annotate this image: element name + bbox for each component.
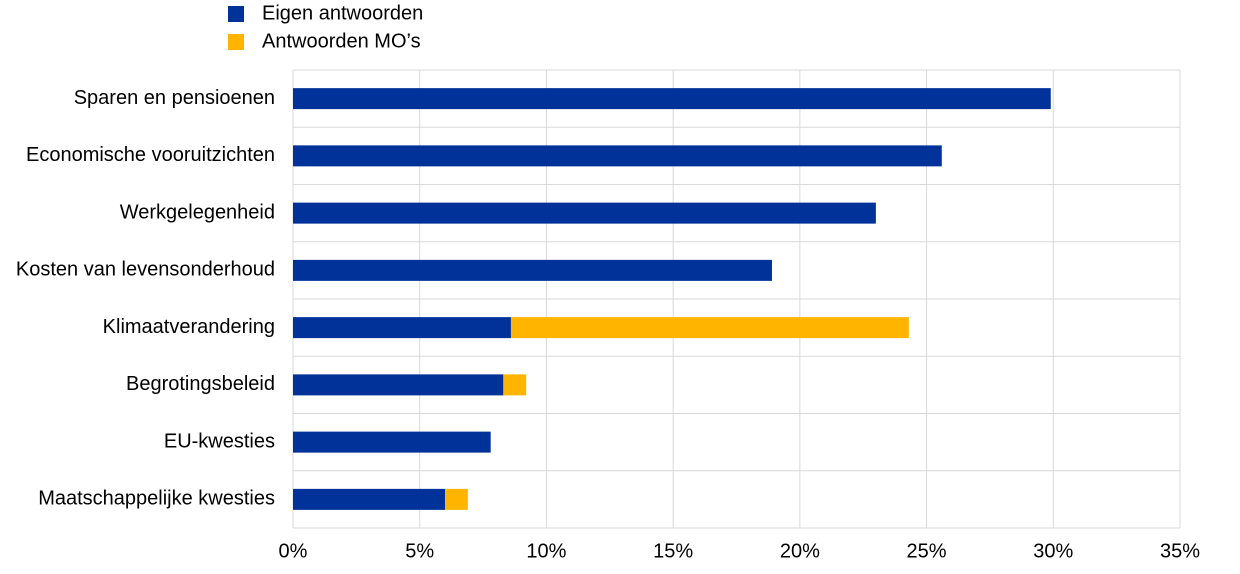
bar-segment (293, 145, 942, 167)
y-tick-label: Klimaatverandering (103, 316, 275, 338)
x-tick-label: 0% (279, 540, 308, 562)
bar-segment (293, 88, 1051, 110)
y-tick-label: Sparen en pensioenen (74, 87, 275, 109)
x-tick-label: 5% (405, 540, 434, 562)
x-tick-label: 35% (1160, 540, 1200, 562)
x-tick-label: 15% (653, 540, 693, 562)
x-tick-label: 25% (907, 540, 947, 562)
bar-segment (445, 488, 468, 510)
bar-segment (293, 374, 504, 396)
y-tick-label: Begrotingsbeleid (126, 373, 275, 395)
y-tick-label: EU-kwesties (164, 430, 275, 452)
y-tick-label: Economische vooruitzichten (26, 144, 275, 166)
bar-segment (293, 317, 511, 339)
legend-label: Eigen antwoorden (262, 2, 423, 24)
bar-segment (510, 317, 909, 339)
legend-swatch (228, 34, 244, 50)
legend-swatch (228, 6, 244, 22)
y-tick-label: Kosten van levensonderhoud (16, 259, 275, 281)
bar-segment (293, 259, 772, 281)
bar-segment (503, 374, 527, 396)
bar-segment (293, 431, 491, 453)
x-tick-label: 20% (780, 540, 820, 562)
bar-segment (293, 202, 876, 224)
x-tick-label: 10% (526, 540, 566, 562)
y-tick-label: Maatschappelijke kwesties (38, 488, 275, 510)
legend-label: Antwoorden MO’s (262, 30, 421, 52)
x-tick-label: 30% (1033, 540, 1073, 562)
bar-segment (293, 488, 446, 510)
y-tick-label: Werkgelegenheid (120, 201, 275, 223)
